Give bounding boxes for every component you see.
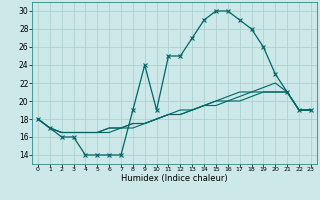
X-axis label: Humidex (Indice chaleur): Humidex (Indice chaleur)	[121, 174, 228, 183]
